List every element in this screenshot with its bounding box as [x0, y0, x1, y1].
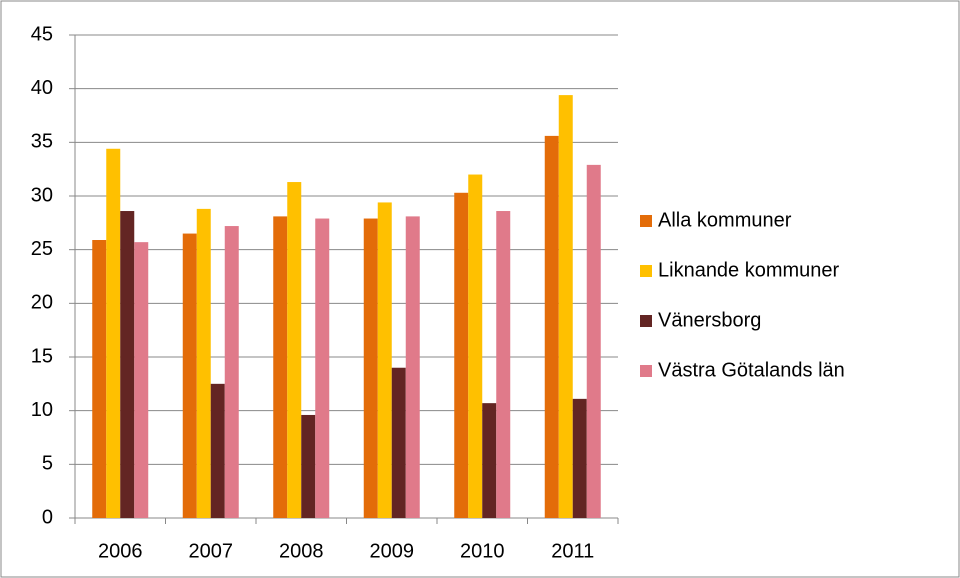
bar	[134, 242, 149, 519]
bar	[572, 398, 587, 518]
y-tick-label: 10	[31, 399, 53, 421]
bar	[454, 192, 469, 518]
y-tick-label: 30	[31, 184, 53, 206]
legend-label: Vänersborg	[658, 309, 761, 331]
bar	[482, 403, 497, 518]
bar	[363, 218, 378, 519]
bar	[210, 383, 225, 518]
x-tick-label: 2007	[189, 540, 234, 562]
legend-swatch	[640, 265, 652, 277]
legend-label: Liknande kommuner	[658, 259, 840, 281]
legend-swatch	[640, 215, 652, 227]
bar	[496, 211, 511, 518]
bar	[301, 414, 316, 518]
x-tick-label: 2008	[279, 540, 324, 562]
bar	[196, 208, 211, 518]
legend-label: Alla kommuner	[658, 209, 792, 231]
bar	[586, 164, 601, 518]
bar	[558, 95, 573, 519]
x-tick-label: 2009	[370, 540, 415, 562]
legend-label: Västra Götalands län	[658, 359, 845, 381]
bar	[405, 216, 420, 519]
y-tick-label: 20	[31, 292, 53, 314]
bar	[120, 211, 135, 518]
y-tick-label: 0	[42, 506, 53, 528]
y-tick-label: 5	[42, 453, 53, 475]
bar	[92, 240, 107, 519]
x-tick-label: 2006	[98, 540, 143, 562]
legend-swatch	[640, 315, 652, 327]
x-tick-label: 2010	[460, 540, 505, 562]
y-tick-label: 45	[31, 23, 53, 45]
bar	[391, 367, 406, 518]
bar	[468, 174, 483, 519]
legend-swatch	[640, 365, 652, 377]
bar	[377, 202, 392, 518]
bar	[315, 218, 330, 519]
bar	[544, 135, 559, 519]
y-tick-label: 25	[31, 238, 53, 260]
bar	[273, 216, 288, 519]
y-tick-label: 35	[31, 131, 53, 153]
bar	[224, 226, 239, 518]
y-tick-label: 15	[31, 345, 53, 367]
y-tick-label: 40	[31, 77, 53, 99]
bar	[106, 148, 121, 519]
bar	[182, 233, 197, 519]
x-tick-label: 2011	[551, 540, 594, 562]
bar	[287, 182, 302, 518]
